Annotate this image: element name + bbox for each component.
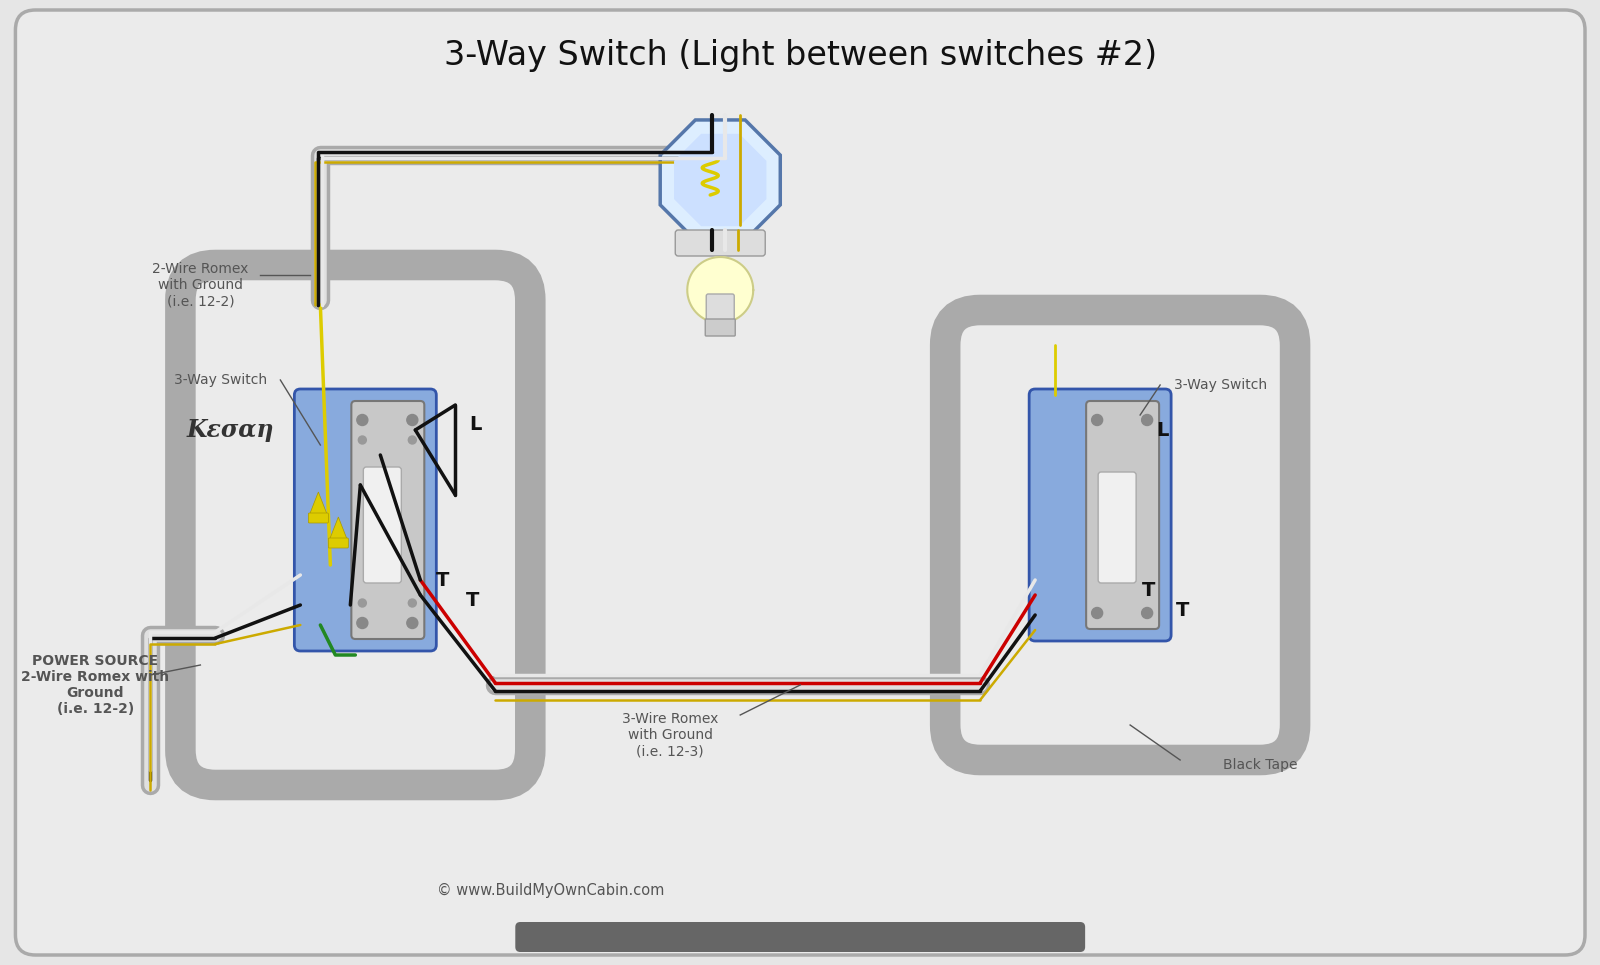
Text: 3-Way Switch: 3-Way Switch — [1173, 378, 1267, 392]
Text: T: T — [1141, 581, 1155, 599]
Circle shape — [357, 415, 368, 426]
Polygon shape — [330, 517, 347, 540]
Text: Kεσαη: Kεσαη — [187, 418, 274, 442]
FancyBboxPatch shape — [328, 538, 349, 548]
Text: 3-Way Switch: 3-Way Switch — [174, 373, 267, 387]
Text: L: L — [1155, 421, 1168, 439]
Circle shape — [408, 599, 416, 607]
Text: © www.BuildMyOwnCabin.com: © www.BuildMyOwnCabin.com — [437, 882, 664, 897]
Circle shape — [408, 436, 416, 444]
Text: T: T — [435, 570, 450, 590]
FancyBboxPatch shape — [706, 294, 734, 320]
FancyBboxPatch shape — [1029, 389, 1171, 641]
Circle shape — [1142, 608, 1152, 619]
Circle shape — [1091, 608, 1102, 619]
FancyBboxPatch shape — [294, 389, 437, 651]
Polygon shape — [661, 120, 781, 240]
Text: Black Tape: Black Tape — [1222, 758, 1298, 772]
FancyBboxPatch shape — [675, 230, 765, 256]
FancyBboxPatch shape — [706, 319, 736, 336]
Circle shape — [358, 436, 366, 444]
Polygon shape — [309, 492, 328, 515]
Circle shape — [1142, 415, 1152, 426]
Circle shape — [358, 599, 366, 607]
Circle shape — [357, 618, 368, 628]
Polygon shape — [674, 134, 766, 226]
FancyBboxPatch shape — [16, 10, 1586, 955]
Circle shape — [406, 415, 418, 426]
Text: POWER SOURCE
2-Wire Romex with
Ground
(i.e. 12-2): POWER SOURCE 2-Wire Romex with Ground (i… — [21, 653, 170, 716]
Text: L: L — [469, 416, 482, 434]
FancyBboxPatch shape — [363, 467, 402, 583]
FancyBboxPatch shape — [352, 401, 424, 639]
Text: T: T — [466, 591, 478, 610]
FancyBboxPatch shape — [1086, 401, 1158, 629]
FancyBboxPatch shape — [1098, 472, 1136, 583]
Text: 2-Wire Romex
with Ground
(i.e. 12-2): 2-Wire Romex with Ground (i.e. 12-2) — [152, 262, 248, 308]
Text: 3-Wire Romex
with Ground
(i.e. 12-3): 3-Wire Romex with Ground (i.e. 12-3) — [622, 712, 718, 758]
Text: 3-Way Switch (Light between switches #2): 3-Way Switch (Light between switches #2) — [443, 39, 1157, 71]
Polygon shape — [688, 257, 754, 323]
Circle shape — [1091, 415, 1102, 426]
Text: T: T — [1176, 600, 1189, 620]
Circle shape — [406, 618, 418, 628]
FancyBboxPatch shape — [515, 922, 1085, 952]
FancyBboxPatch shape — [309, 513, 328, 523]
